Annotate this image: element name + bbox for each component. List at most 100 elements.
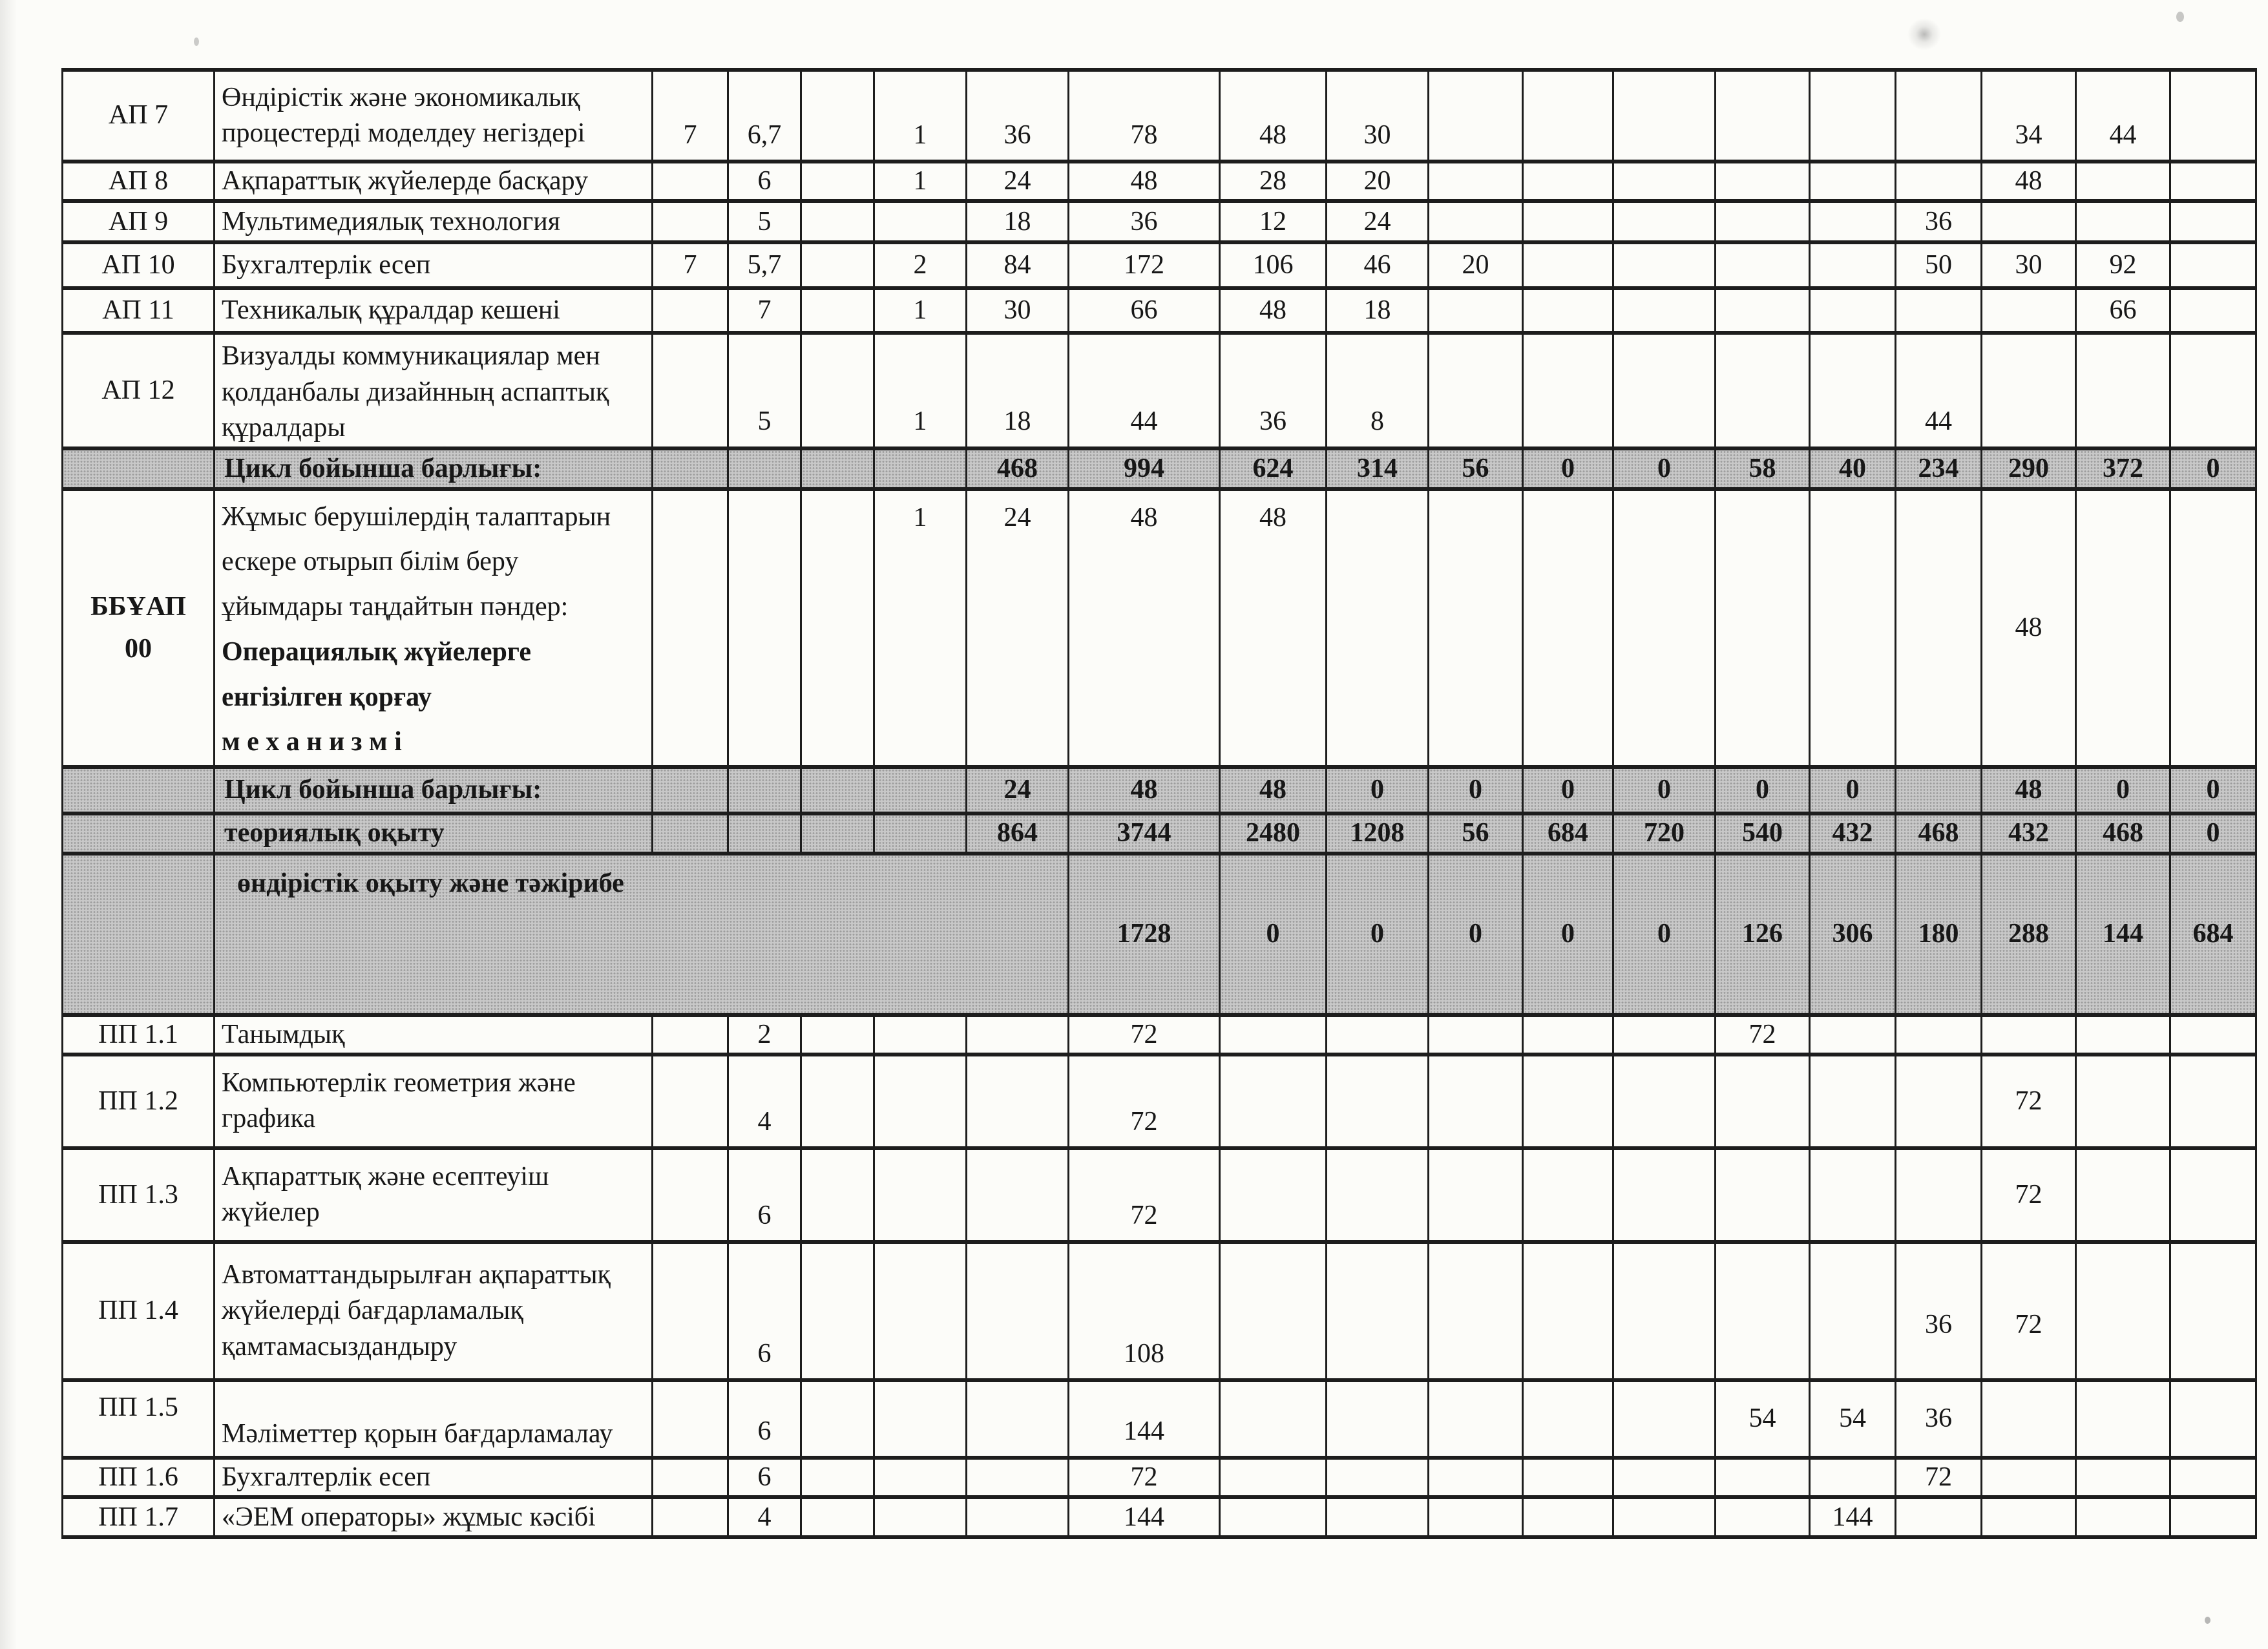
value-cell: 624 <box>1219 446 1327 491</box>
empty-cell <box>1809 68 1896 163</box>
empty-cell <box>800 1146 875 1244</box>
value-cell: 20 <box>1325 159 1429 204</box>
empty-cell <box>1714 1495 1811 1540</box>
empty-cell <box>2075 1052 2171 1150</box>
empty-cell <box>1219 1146 1327 1244</box>
empty-cell <box>1522 1455 1614 1500</box>
empty-cell <box>1522 1378 1614 1460</box>
empty-cell <box>2169 1455 2257 1500</box>
row-name: Цикл бойынша барлығы: <box>213 765 653 816</box>
value-cell: 40 <box>1809 446 1896 491</box>
value-cell: 24 <box>965 159 1069 204</box>
empty-cell <box>873 765 967 816</box>
empty-cell <box>1980 1495 2077 1540</box>
empty-cell <box>2169 68 2257 163</box>
empty-cell <box>1809 1455 1896 1500</box>
value-cell: 30 <box>1325 68 1429 163</box>
empty-cell <box>965 1146 1069 1244</box>
empty-cell <box>1427 1052 1524 1150</box>
empty-cell <box>1325 1013 1429 1056</box>
empty-cell <box>2075 1455 2171 1500</box>
table-row: АП 11 Техникалық құралдар кешені 7 1 30 66 48 1… <box>61 286 2257 335</box>
empty-cell <box>1980 1455 2077 1500</box>
empty-cell <box>873 199 967 245</box>
empty-cell <box>1809 1239 1896 1382</box>
row-code: АП 8 <box>61 159 215 204</box>
table-row: ББҰАП 00 Жұмыс берушілердің талаптарын еске… <box>61 487 2257 770</box>
empty-cell <box>1427 1378 1524 1460</box>
empty-cell <box>1522 487 1614 770</box>
empty-cell <box>965 1239 1069 1382</box>
value-cell: 72 <box>1067 1146 1221 1244</box>
value-cell: 78 <box>1067 68 1221 163</box>
scan-artifact <box>2176 12 2184 22</box>
value-cell: 0 <box>1612 446 1716 491</box>
value-cell: 24 <box>965 765 1069 816</box>
empty-cell <box>1714 68 1811 163</box>
value-cell: 48 <box>1067 765 1221 816</box>
empty-cell <box>1714 199 1811 245</box>
empty-cell <box>651 487 729 770</box>
row-name: Техникалық құралдар кешені <box>213 286 653 335</box>
empty-cell <box>1895 159 1982 204</box>
value-cell: 7 <box>727 286 802 335</box>
value-cell: 144 <box>1809 1495 1896 1540</box>
value-cell: 56 <box>1427 446 1524 491</box>
value-cell: 72 <box>1980 1239 2077 1382</box>
value-cell: 6 <box>727 159 802 204</box>
table-row: АП 7 Өндірістік және экономикалық процесте… <box>61 68 2257 163</box>
value-cell: 6 <box>727 1378 802 1460</box>
empty-cell <box>1612 1013 1716 1056</box>
value-cell: 72 <box>1980 1146 2077 1244</box>
empty-cell <box>1980 331 2077 450</box>
empty-cell <box>1612 331 1716 450</box>
value-cell: 6 <box>727 1239 802 1382</box>
empty-cell <box>1895 487 1982 770</box>
empty-cell <box>1895 1146 1982 1244</box>
row-code: ПП 1.5 <box>61 1378 215 1460</box>
value-cell: 0 <box>1325 765 1429 816</box>
row-code: АП 11 <box>61 286 215 335</box>
empty-cell <box>873 1455 967 1500</box>
row-name: Бухгалтерлік есеп <box>213 1455 653 1500</box>
empty-cell <box>1895 1052 1982 1150</box>
value-cell: 6,7 <box>727 68 802 163</box>
value-cell: 144 <box>1067 1495 1221 1540</box>
row-name: өндірістік оқыту және тәжірибе <box>213 851 1069 1017</box>
empty-cell <box>1219 1052 1327 1150</box>
empty-cell <box>1427 487 1524 770</box>
empty-cell <box>1325 487 1429 770</box>
empty-cell <box>1714 159 1811 204</box>
value-cell: 144 <box>2075 851 2171 1017</box>
value-cell: 1208 <box>1325 812 1429 856</box>
empty-cell <box>1809 487 1896 770</box>
empty-cell <box>1427 68 1524 163</box>
value-cell: 0 <box>1427 851 1524 1017</box>
empty-cell <box>2169 240 2257 291</box>
row-name: Бухгалтерлік есеп <box>213 240 653 291</box>
value-cell: 66 <box>2075 286 2171 335</box>
value-cell: 1 <box>873 331 967 450</box>
empty-cell <box>727 446 802 491</box>
empty-cell <box>2169 199 2257 245</box>
empty-cell <box>651 1146 729 1244</box>
empty-cell <box>1325 1052 1429 1150</box>
value-cell: 6 <box>727 1146 802 1244</box>
row-code <box>61 446 215 491</box>
empty-cell <box>873 1013 967 1056</box>
row-code: АП 7 <box>61 68 215 163</box>
empty-cell <box>1325 1495 1429 1540</box>
value-cell: 12 <box>1219 199 1327 245</box>
table-row: ПП 1.6 Бухгалтерлік есеп 6 72 72 <box>61 1455 2257 1500</box>
empty-cell <box>1809 240 1896 291</box>
empty-cell <box>1809 199 1896 245</box>
value-cell: 0 <box>1522 765 1614 816</box>
value-cell: 50 <box>1895 240 1982 291</box>
value-cell: 34 <box>1980 68 2077 163</box>
empty-cell <box>1612 1239 1716 1382</box>
empty-cell <box>800 1052 875 1150</box>
empty-cell <box>800 331 875 450</box>
empty-cell <box>651 1052 729 1150</box>
empty-cell <box>800 286 875 335</box>
empty-cell <box>651 1378 729 1460</box>
